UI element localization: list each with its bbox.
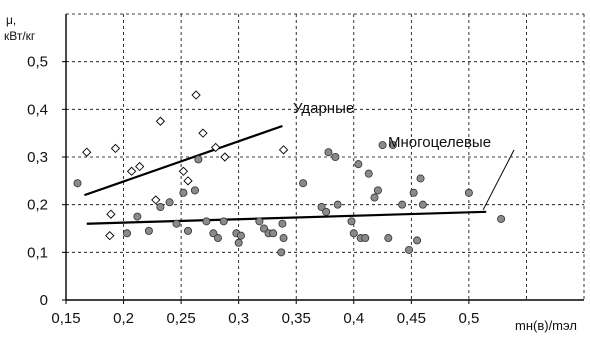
data-point-mnogotselevye <box>255 217 264 226</box>
grid <box>66 13 585 300</box>
data-point-udarnye <box>126 166 137 176</box>
data-point-mnogotselevye <box>184 226 193 235</box>
x-tick-label: 0,45 <box>397 310 426 327</box>
data-point-mnogotselevye <box>156 203 165 212</box>
y-tick-label: 0,5 <box>27 54 48 71</box>
data-point-mnogotselevye <box>464 188 473 197</box>
data-point-udarnye <box>106 209 116 219</box>
x-axis-label: mн(в)/mэл <box>515 318 577 333</box>
y-tick-label: 0,3 <box>27 149 48 166</box>
x-tick-label: 0,5 <box>458 310 479 327</box>
x-tick-label: 0,4 <box>343 310 364 327</box>
data-point-mnogotselevye <box>409 188 418 197</box>
annotation-mnogotselevye: Многоцелевые <box>388 134 491 151</box>
data-point-mnogotselevye <box>202 217 211 226</box>
data-point-mnogotselevye <box>405 245 414 254</box>
data-point-mnogotselevye <box>322 207 331 216</box>
data-point-mnogotselevye <box>416 174 425 183</box>
data-point-mnogotselevye <box>190 186 199 195</box>
data-point-mnogotselevye <box>413 236 422 245</box>
data-point-mnogotselevye <box>354 160 363 169</box>
data-point-mnogotselevye <box>398 200 407 209</box>
trend-lines <box>84 124 487 225</box>
y-tick-label: 0,1 <box>27 244 48 261</box>
data-point-mnogotselevye <box>123 229 132 238</box>
x-tick-label: 0,35 <box>282 310 311 327</box>
data-point-mnogotselevye <box>384 234 393 243</box>
data-point-udarnye <box>191 90 201 100</box>
data-point-mnogotselevye <box>324 148 333 157</box>
data-point-mnogotselevye <box>219 217 228 226</box>
y-axis-label-line2: кВт/кг <box>4 29 36 43</box>
data-point-udarnye <box>178 166 189 176</box>
data-point-mnogotselevye <box>331 152 340 161</box>
data-point-udarnye <box>155 116 166 126</box>
data-point-udarnye <box>82 147 92 157</box>
data-point-mnogotselevye <box>333 200 342 209</box>
tick-labels: 0,15 0,2 0,25 0,3 0,35 0,4 0,45 0,5 0 0,1 0,2 0,3 0,… <box>27 54 479 327</box>
data-point-mnogotselevye <box>278 219 287 228</box>
data-point-udarnye <box>220 152 230 162</box>
data-point-udarnye <box>135 161 145 172</box>
data-point-mnogotselevye <box>349 229 358 238</box>
data-points <box>73 90 506 257</box>
data-point-mnogotselevye <box>269 229 278 238</box>
data-point-mnogotselevye <box>179 188 188 197</box>
y-axis-label-line1: μ, <box>6 13 16 27</box>
y-tick-label: 0,4 <box>27 101 48 118</box>
data-point-mnogotselevye <box>361 234 370 243</box>
data-point-mnogotselevye <box>165 198 174 207</box>
data-point-mnogotselevye <box>373 186 382 195</box>
data-point-mnogotselevye <box>279 234 288 243</box>
data-point-mnogotselevye <box>497 214 506 223</box>
data-point-udarnye <box>105 231 115 241</box>
data-point-udarnye <box>110 143 121 154</box>
data-point-mnogotselevye <box>364 169 373 178</box>
data-point-udarnye <box>198 128 208 138</box>
data-point-mnogotselevye <box>317 203 326 212</box>
data-point-mnogotselevye <box>370 193 379 202</box>
x-tick-label: 0,15 <box>51 310 80 327</box>
y-tick-label: 0 <box>40 292 48 309</box>
annotation-leader-line <box>482 149 515 211</box>
data-point-udarnye <box>211 142 221 153</box>
data-point-mnogotselevye <box>234 238 243 247</box>
x-tick-label: 0,3 <box>228 310 249 327</box>
data-point-mnogotselevye <box>259 224 268 233</box>
data-point-mnogotselevye <box>144 226 153 235</box>
data-point-mnogotselevye <box>347 217 356 226</box>
data-point-mnogotselevye <box>236 231 245 240</box>
data-point-mnogotselevye <box>388 141 397 150</box>
data-point-mnogotselevye <box>209 229 218 238</box>
data-point-mnogotselevye <box>299 179 308 188</box>
x-tick-label: 0,25 <box>167 310 196 327</box>
data-point-mnogotselevye <box>378 141 387 150</box>
data-point-mnogotselevye <box>277 248 286 257</box>
data-point-mnogotselevye <box>133 212 142 221</box>
data-point-mnogotselevye <box>73 179 82 188</box>
axes <box>62 14 584 304</box>
data-point-mnogotselevye <box>172 219 181 228</box>
annotation-udarnye: Ударные <box>293 100 354 117</box>
data-point-mnogotselevye <box>194 155 203 164</box>
data-point-udarnye <box>151 195 161 205</box>
trend-line <box>86 210 487 225</box>
annotation-leaders <box>482 149 515 211</box>
data-point-mnogotselevye <box>418 200 427 209</box>
x-tick-label: 0,2 <box>113 310 134 327</box>
y-tick-label: 0,2 <box>27 197 48 214</box>
data-point-mnogotselevye <box>213 234 222 243</box>
trend-line <box>84 124 283 197</box>
data-point-udarnye <box>278 145 289 155</box>
data-point-udarnye <box>183 176 193 186</box>
